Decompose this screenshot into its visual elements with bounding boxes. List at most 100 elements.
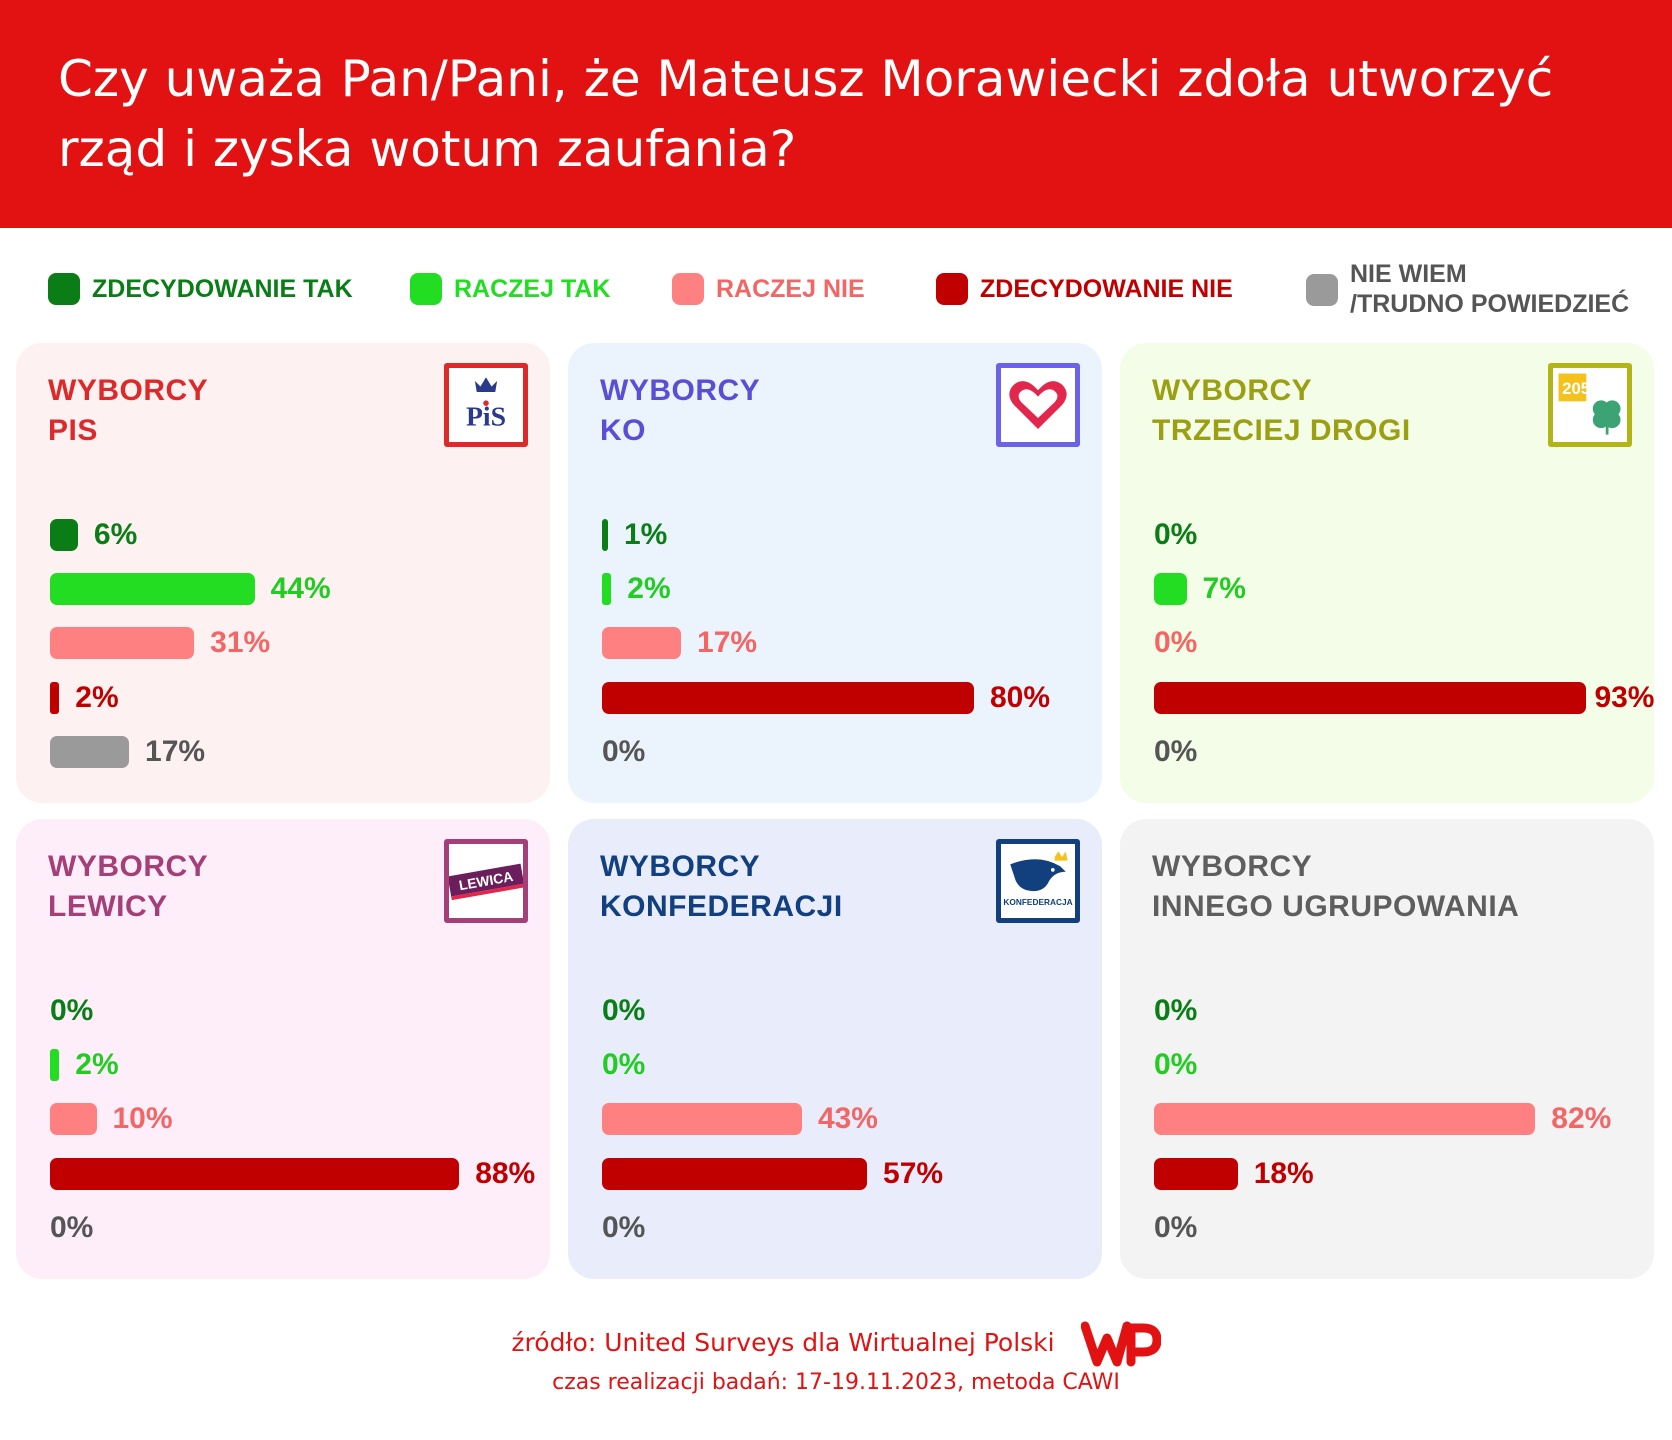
legend-swatch [48, 273, 80, 305]
data-label: 7% [1202, 572, 1246, 605]
legend-swatch [672, 273, 704, 305]
data-label: 0% [50, 1211, 94, 1244]
legend-item: RACZEJ NIE [672, 273, 865, 305]
panel-konfederacji: WYBORCY KONFEDERACJI KONFEDERACJA 0% 0% 43% 57… [568, 819, 1102, 1279]
bar [602, 1103, 802, 1135]
chart-legend: ZDECYDOWANIE TAK RACZEJ TAK RACZEJ NIE ZDEC… [0, 250, 1672, 330]
panel-title-line2: KONFEDERACJI [600, 890, 843, 923]
bar [1154, 682, 1587, 714]
bar-row: 2% [50, 1045, 119, 1085]
data-label: 0% [1154, 626, 1198, 659]
data-label: 0% [602, 1211, 646, 1244]
legend-item: ZDECYDOWANIE TAK [48, 273, 353, 305]
bar [602, 519, 608, 551]
bar [602, 573, 612, 605]
data-label: 2% [75, 1048, 119, 1081]
bar [50, 682, 60, 714]
bar [50, 519, 78, 551]
bar-row: 44% [50, 569, 331, 609]
bar-row: 93% [1154, 678, 1654, 718]
bar-row: 0% [1154, 991, 1197, 1031]
legend-label: RACZEJ TAK [454, 275, 611, 303]
legend-label: NIE WIEM /TRUDNO POWIEDZIEĆ [1350, 260, 1630, 318]
bar [1154, 1158, 1238, 1190]
bar-row: 0% [1154, 515, 1197, 555]
data-label: 57% [883, 1157, 944, 1190]
panel-title-line1: WYBORCY [48, 850, 209, 883]
data-label: 6% [93, 518, 138, 551]
pis-logo: PiS [444, 363, 528, 447]
bar-row: 0% [1154, 1208, 1197, 1248]
bar-row: 0% [602, 991, 645, 1031]
bar-row: 0% [1154, 732, 1197, 772]
bar-row: 6% [50, 515, 137, 555]
panel-title-line1: WYBORCY [1152, 850, 1313, 883]
panel-title-line1: WYBORCY [600, 850, 761, 883]
panel-innego-ugrupowania: WYBORCY INNEGO UGRUPOWANIA 0% 0% 82% 18% 0% [1120, 819, 1654, 1279]
data-label: 17% [145, 735, 206, 768]
data-label: 0% [50, 994, 94, 1027]
data-label: 82% [1551, 1102, 1612, 1135]
data-label: 18% [1253, 1157, 1314, 1190]
lewica-logo: LEWICA [444, 839, 528, 923]
panel-title-line2: KO [600, 414, 646, 447]
bar [50, 1158, 460, 1190]
panel-title: WYBORCY TRZECIEJ DROGI [1152, 371, 1411, 451]
bar-row: 0% [602, 1208, 645, 1248]
data-label: 0% [602, 994, 646, 1027]
bar-rows: 6% 44% 31% 2% 17% [16, 343, 550, 803]
data-label: 1% [624, 518, 668, 551]
bar [602, 1158, 868, 1190]
data-label: 43% [817, 1102, 878, 1135]
data-label: 0% [1154, 1048, 1198, 1081]
bar [602, 627, 682, 659]
panel-trzeciej-drogi: WYBORCY TRZECIEJ DROGI 2050 0% 7% 0% 93% 0% [1120, 343, 1654, 803]
bar [50, 736, 130, 768]
legend-label: ZDECYDOWANIE TAK [92, 275, 353, 303]
data-label: 93% [1594, 681, 1655, 714]
legend-swatch [410, 273, 442, 305]
legend-item: ZDECYDOWANIE NIE [936, 273, 1233, 305]
panel-title-line2: TRZECIEJ DROGI [1152, 414, 1411, 447]
data-label: 2% [75, 681, 119, 714]
bar [1154, 573, 1187, 605]
header-banner: Czy uważa Pan/Pani, że Mateusz Morawieck… [0, 0, 1672, 228]
bar-row: 2% [602, 569, 671, 609]
bar-row: 2% [50, 678, 119, 718]
legend-label: ZDECYDOWANIE NIE [980, 275, 1233, 303]
bar-rows: 1% 2% 17% 80% 0% [568, 343, 1102, 803]
bar [50, 1049, 60, 1081]
panel-lewicy: WYBORCY LEWICY LEWICA 0% 2% 10% 88% 0% [16, 819, 550, 1279]
bar-row: 43% [602, 1099, 878, 1139]
source-line: źródło: United Surveys dla Wirtualnej Po… [0, 1318, 1672, 1370]
data-label: 0% [1154, 735, 1198, 768]
legend-swatch [1306, 274, 1338, 306]
bar-row: 57% [602, 1154, 943, 1194]
bar-row: 0% [50, 991, 93, 1031]
bar [1154, 1103, 1536, 1135]
bar [50, 1103, 97, 1135]
legend-swatch [936, 273, 968, 305]
panel-title: WYBORCY INNEGO UGRUPOWANIA [1152, 847, 1519, 927]
legend-label: RACZEJ NIE [716, 275, 865, 303]
page-title: Czy uważa Pan/Pani, że Mateusz Morawieck… [58, 50, 1554, 178]
data-label: 10% [112, 1102, 173, 1135]
bar [602, 682, 974, 714]
panel-title-line2: LEWICY [48, 890, 168, 923]
data-label: 0% [1154, 518, 1198, 551]
data-label: 2% [627, 572, 671, 605]
bar-row: 80% [602, 678, 1050, 718]
source-text: źródło: United Surveys dla Wirtualnej Po… [511, 1328, 1055, 1357]
bar-rows: 0% 0% 43% 57% 0% [568, 819, 1102, 1279]
bar-row: 0% [50, 1208, 93, 1248]
bar-row: 88% [50, 1154, 535, 1194]
bar-row: 17% [602, 623, 757, 663]
bar-row: 10% [50, 1099, 173, 1139]
bar-rows: 0% 0% 82% 18% 0% [1120, 819, 1654, 1279]
panel-ko: WYBORCY KO 1% 2% 17% 80% 0% [568, 343, 1102, 803]
bar-row: 7% [1154, 569, 1246, 609]
data-label: 88% [475, 1157, 536, 1190]
panel-title: WYBORCY KONFEDERACJI [600, 847, 843, 927]
panel-title-line1: WYBORCY [600, 374, 761, 407]
panel-title-line2: PIS [48, 414, 98, 447]
